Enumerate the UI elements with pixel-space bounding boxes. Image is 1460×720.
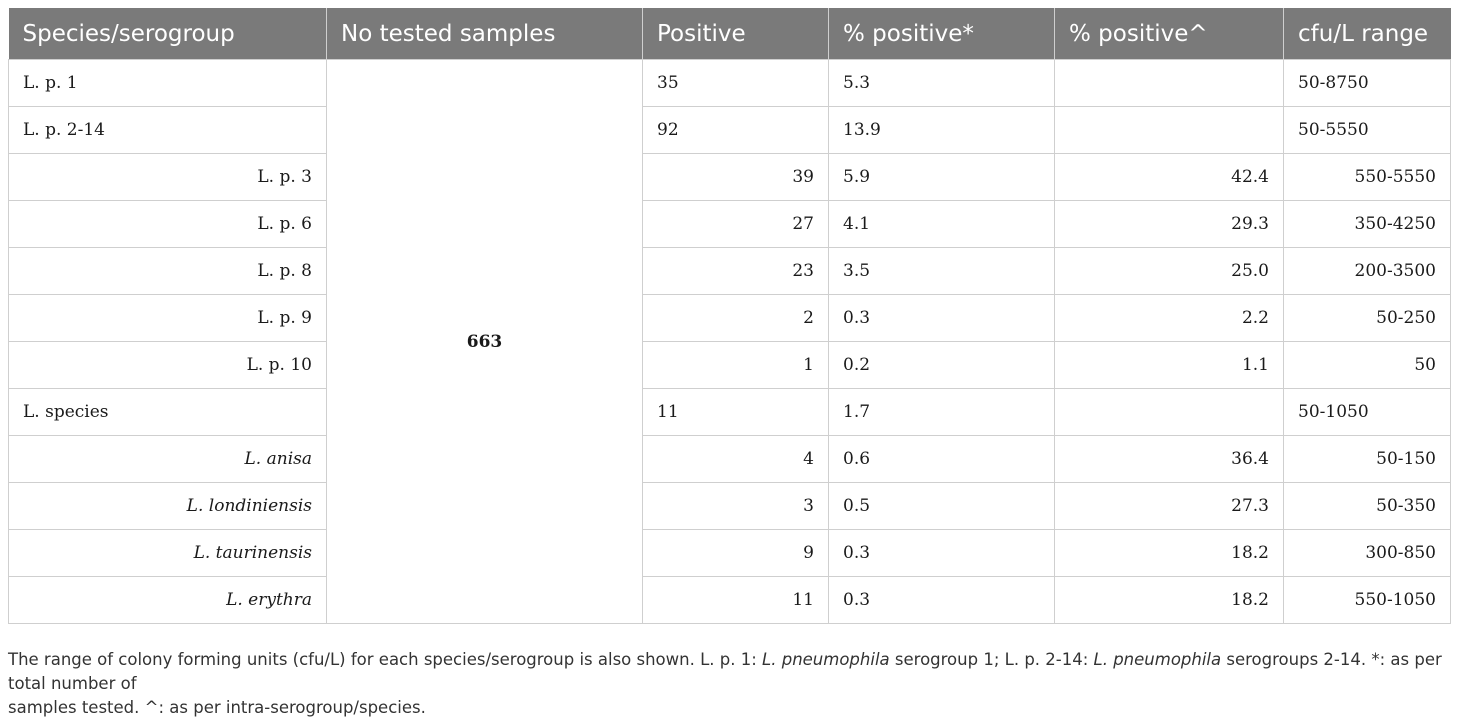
table-row: L. p. 6 27 4.1 29.3 350-4250	[8, 200, 1451, 248]
cell-species: L. p. 1	[8, 59, 327, 107]
cell-pct-intra	[1054, 106, 1284, 154]
cell-pct-intra: 42.4	[1054, 153, 1284, 201]
cell-pct-intra: 18.2	[1054, 576, 1284, 624]
cell-range: 50-350	[1283, 482, 1451, 530]
cell-species: L. anisa	[8, 435, 327, 483]
table-row: L. species 11 1.7 50-1050	[8, 388, 1451, 436]
cell-range: 50-8750	[1283, 59, 1451, 107]
cell-positive: 35	[642, 59, 829, 107]
cell-species: L. p. 10	[8, 341, 327, 389]
table-row: L. p. 10 1 0.2 1.1 50	[8, 341, 1451, 389]
cell-positive: 2	[642, 294, 829, 342]
cell-positive: 3	[642, 482, 829, 530]
cell-range: 50-250	[1283, 294, 1451, 342]
cell-species: L. p. 3	[8, 153, 327, 201]
cell-range: 550-1050	[1283, 576, 1451, 624]
table-row: L. p. 8 23 3.5 25.0 200-3500	[8, 247, 1451, 295]
cell-pct-total: 5.3	[828, 59, 1055, 107]
cell-pct-total: 5.9	[828, 153, 1055, 201]
cell-range: 200-3500	[1283, 247, 1451, 295]
cell-pct-total: 0.3	[828, 576, 1055, 624]
cell-species: L. taurinensis	[8, 529, 327, 577]
cell-positive: 9	[642, 529, 829, 577]
header-tested: No tested samples	[326, 8, 643, 60]
header-row: Species/serogroup No tested samples Posi…	[8, 8, 1451, 60]
cell-species: L. londiniensis	[8, 482, 327, 530]
cell-positive: 23	[642, 247, 829, 295]
table-footnote: The range of colony forming units (cfu/L…	[8, 648, 1450, 720]
header-range: cfu/L range	[1283, 8, 1451, 60]
cell-species: L. erythra	[8, 576, 327, 624]
footnote-line-1: The range of colony forming units (cfu/L…	[8, 650, 1442, 693]
cell-positive: 1	[642, 341, 829, 389]
cell-positive: 92	[642, 106, 829, 154]
cell-positive: 39	[642, 153, 829, 201]
cell-pct-total: 0.3	[828, 529, 1055, 577]
cell-pct-total: 13.9	[828, 106, 1055, 154]
cell-species: L. species	[8, 388, 327, 436]
table-row: L. p. 3 39 5.9 42.4 550-5550	[8, 153, 1451, 201]
header-pct-total: % positive*	[828, 8, 1055, 60]
table-row: L. p. 1 663 35 5.3 50-8750	[8, 59, 1451, 624]
cell-pct-total: 0.6	[828, 435, 1055, 483]
cell-species: L. p. 9	[8, 294, 327, 342]
cell-pct-intra: 27.3	[1054, 482, 1284, 530]
cell-positive: 11	[642, 576, 829, 624]
cell-pct-intra: 29.3	[1054, 200, 1284, 248]
cell-range: 550-5550	[1283, 153, 1451, 201]
cell-tested-total: 663	[326, 59, 643, 624]
cell-pct-intra: 25.0	[1054, 247, 1284, 295]
cell-pct-intra	[1054, 388, 1284, 436]
table-row: L. erythra 11 0.3 18.2 550-1050	[8, 576, 1451, 624]
table-row: L. p. 9 2 0.3 2.2 50-250	[8, 294, 1451, 342]
cell-positive: 4	[642, 435, 829, 483]
cell-range: 50-5550	[1283, 106, 1451, 154]
cell-species: L. p. 8	[8, 247, 327, 295]
results-table: Species/serogroup No tested samples Posi…	[8, 8, 1451, 624]
cell-pct-total: 0.3	[828, 294, 1055, 342]
cell-pct-intra: 18.2	[1054, 529, 1284, 577]
cell-pct-intra: 2.2	[1054, 294, 1284, 342]
cell-range: 50-150	[1283, 435, 1451, 483]
table-row: L. taurinensis 9 0.3 18.2 300-850	[8, 529, 1451, 577]
cell-pct-total: 0.2	[828, 341, 1055, 389]
cell-positive: 27	[642, 200, 829, 248]
header-positive: Positive	[642, 8, 829, 60]
cell-species: L. p. 2-14	[8, 106, 327, 154]
header-pct-intra: % positive^	[1054, 8, 1284, 60]
cell-pct-intra	[1054, 59, 1284, 107]
cell-pct-total: 0.5	[828, 482, 1055, 530]
cell-pct-total: 4.1	[828, 200, 1055, 248]
cell-range: 350-4250	[1283, 200, 1451, 248]
cell-range: 50-1050	[1283, 388, 1451, 436]
cell-pct-total: 1.7	[828, 388, 1055, 436]
table-row: L. p. 2-14 92 13.9 50-5550	[8, 106, 1451, 154]
cell-range: 50	[1283, 341, 1451, 389]
cell-species: L. p. 6	[8, 200, 327, 248]
table-row: L. anisa 4 0.6 36.4 50-150	[8, 435, 1451, 483]
table-row: L. londiniensis 3 0.5 27.3 50-350	[8, 482, 1451, 530]
cell-positive: 11	[642, 388, 829, 436]
cell-pct-intra: 1.1	[1054, 341, 1284, 389]
cell-range: 300-850	[1283, 529, 1451, 577]
cell-pct-intra: 36.4	[1054, 435, 1284, 483]
cell-pct-total: 3.5	[828, 247, 1055, 295]
header-species: Species/serogroup	[8, 8, 327, 60]
